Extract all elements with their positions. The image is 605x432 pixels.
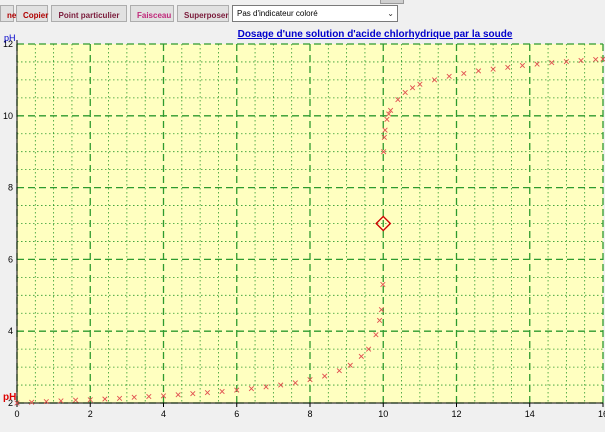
data-point bbox=[278, 382, 284, 388]
data-point bbox=[322, 373, 328, 379]
data-point bbox=[175, 392, 181, 398]
data-point bbox=[376, 317, 383, 324]
data-point bbox=[505, 64, 511, 70]
data-point bbox=[190, 391, 196, 397]
curve-label: pH bbox=[3, 392, 16, 403]
data-point bbox=[384, 116, 390, 123]
data-point bbox=[263, 384, 269, 390]
grid bbox=[16, 43, 604, 404]
equivalence-point-marker[interactable] bbox=[375, 215, 392, 232]
data-point bbox=[519, 62, 526, 69]
chevron-down-icon: ⌄ bbox=[387, 9, 394, 18]
data-point bbox=[446, 73, 452, 79]
data-point bbox=[72, 397, 79, 403]
y-tick-label: 8 bbox=[8, 183, 13, 193]
data-point bbox=[347, 362, 353, 368]
window-edge-tab bbox=[380, 0, 404, 4]
x-tick-label: 16 bbox=[598, 409, 605, 419]
x-tick-label: 2 bbox=[88, 409, 93, 419]
data-point bbox=[160, 393, 167, 399]
chart-title[interactable]: Dosage d'une solution d'acide chlorhydri… bbox=[238, 29, 513, 40]
tick-labels: 024681012141624681012 bbox=[3, 39, 605, 419]
data-point bbox=[490, 66, 496, 72]
data-point bbox=[234, 387, 240, 393]
copy-button[interactable]: Copier bbox=[16, 5, 48, 22]
data-point bbox=[358, 353, 364, 359]
data-point bbox=[365, 346, 372, 352]
data-point bbox=[292, 380, 298, 386]
data-point bbox=[387, 107, 394, 114]
data-point bbox=[102, 396, 108, 402]
data-point bbox=[381, 134, 387, 140]
data-point bbox=[409, 85, 416, 91]
data-point bbox=[534, 61, 540, 67]
data-point bbox=[43, 398, 49, 405]
special-point-button[interactable]: Point particulier bbox=[51, 5, 127, 22]
x-tick-label: 8 bbox=[307, 409, 312, 419]
x-tick-label: 4 bbox=[161, 409, 166, 419]
data-point bbox=[417, 81, 423, 87]
indicator-select[interactable]: Pas d'indicateur coloré ⌄ bbox=[232, 5, 398, 22]
data-point bbox=[336, 368, 342, 374]
data-point bbox=[219, 388, 225, 395]
data-point bbox=[58, 398, 64, 404]
data-point bbox=[386, 111, 392, 117]
data-point bbox=[578, 57, 584, 64]
y-tick-label: 10 bbox=[3, 111, 13, 121]
x-tick-label: 12 bbox=[451, 409, 461, 419]
overlay-button[interactable]: Superposer bbox=[177, 5, 229, 22]
data-point bbox=[248, 386, 255, 392]
data-point bbox=[402, 89, 408, 96]
data-point bbox=[378, 307, 385, 313]
data-point bbox=[380, 281, 386, 288]
data-point bbox=[593, 56, 599, 63]
y-tick-label: 2 bbox=[8, 398, 13, 408]
data-point bbox=[461, 70, 467, 77]
indicator-select-value: Pas d'indicateur coloré bbox=[237, 9, 318, 18]
beam-button[interactable]: Faisceau bbox=[130, 5, 174, 22]
y-tick-label: 6 bbox=[8, 254, 13, 264]
data-point bbox=[14, 400, 20, 406]
data-point bbox=[549, 60, 555, 66]
y-tick-label: 12 bbox=[3, 39, 13, 49]
data-point bbox=[146, 393, 152, 400]
data-point bbox=[116, 395, 123, 401]
data-point bbox=[563, 58, 569, 65]
data-point bbox=[380, 149, 387, 155]
data-point bbox=[395, 97, 401, 103]
data-point bbox=[29, 399, 35, 405]
y-axis-label: pH bbox=[4, 33, 16, 43]
partial-button[interactable]: ne bbox=[0, 5, 16, 22]
x-tick-label: 0 bbox=[14, 409, 19, 419]
data-point bbox=[204, 389, 211, 396]
data-point bbox=[373, 332, 379, 338]
x-tick-label: 14 bbox=[525, 409, 535, 419]
y-tick-label: 4 bbox=[8, 326, 13, 336]
data-point bbox=[87, 397, 93, 403]
toolbar: ne Copier Point particulier Faisceau Sup… bbox=[0, 0, 605, 26]
x-tick-label: 6 bbox=[234, 409, 239, 419]
data-point bbox=[382, 127, 388, 133]
x-tick-label: 10 bbox=[378, 409, 388, 419]
data-point bbox=[307, 377, 313, 383]
data-point bbox=[475, 68, 482, 74]
data-point bbox=[431, 77, 438, 83]
data-points bbox=[14, 56, 605, 406]
data-point bbox=[131, 394, 137, 400]
